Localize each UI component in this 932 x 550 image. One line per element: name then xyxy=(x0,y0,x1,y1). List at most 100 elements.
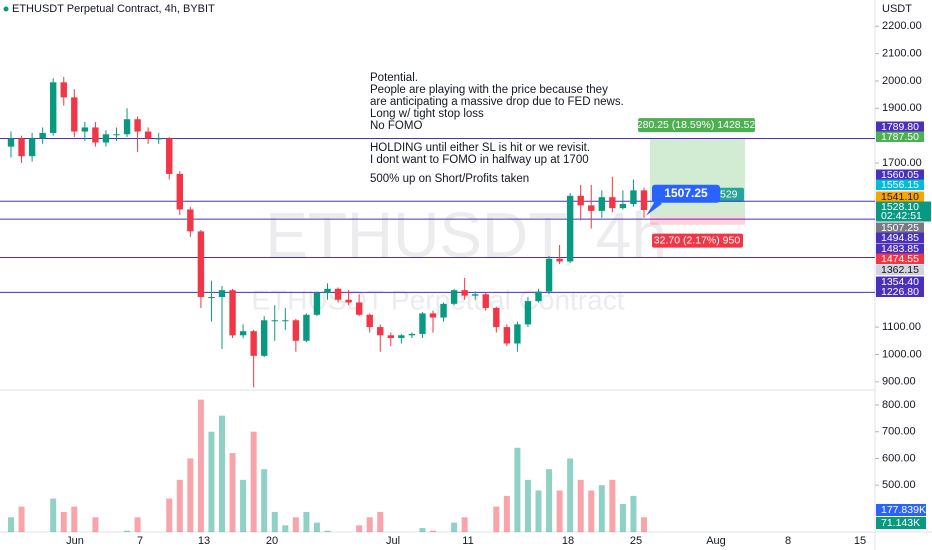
candle-body xyxy=(197,231,205,298)
price-tag-label: 1560.05 xyxy=(881,169,919,181)
volume-bar xyxy=(514,447,521,532)
candle-body xyxy=(355,302,363,315)
y-tick-label: 1900.00 xyxy=(882,102,922,114)
candle-body xyxy=(545,258,553,292)
y-tick-label: 2000.00 xyxy=(882,75,922,87)
candle-body xyxy=(176,173,183,210)
price-tag-label: 1541.10 xyxy=(881,191,919,203)
price-tag xyxy=(876,264,924,275)
candle-body xyxy=(208,297,215,299)
volume-bar xyxy=(208,431,215,532)
candle-body xyxy=(377,327,384,336)
volume-bar xyxy=(524,479,531,532)
volume-bar xyxy=(451,522,458,532)
x-tick-label: 13 xyxy=(198,535,210,547)
x-tick-label: 11 xyxy=(462,535,473,547)
volume-bar xyxy=(430,530,436,532)
volume-bar xyxy=(577,479,584,532)
price-tag xyxy=(876,179,924,190)
price-tag xyxy=(876,253,924,264)
status-dot xyxy=(3,6,9,12)
candle-body xyxy=(187,209,194,232)
candle-body xyxy=(239,331,247,336)
candle-body xyxy=(588,205,595,211)
price-tag-label: 1787.50 xyxy=(881,131,919,143)
candle-body xyxy=(113,134,120,136)
price-tag-sub: 02:42:51 xyxy=(881,210,922,222)
volume-bar xyxy=(546,469,553,532)
candle-body xyxy=(92,127,99,143)
stop-label: 32.70 (2.17%) 950 xyxy=(654,234,741,246)
y-tick-label: 2200.00 xyxy=(882,20,922,32)
price-tag xyxy=(876,276,924,287)
candle-body xyxy=(250,331,257,356)
volume-bar xyxy=(250,431,257,532)
candle-body xyxy=(556,258,563,262)
price-tag-label: 1362.15 xyxy=(881,264,919,276)
candle-body xyxy=(134,119,141,132)
price-tag-label: 1507.25 xyxy=(881,222,919,234)
x-tick-label: 25 xyxy=(630,535,642,547)
volume-tag-label: 177.839K xyxy=(881,504,926,516)
candle-body xyxy=(419,313,426,334)
target-label-bg xyxy=(638,118,755,133)
annotation-line: Long w/ tight stop loss xyxy=(370,108,484,120)
candle-body xyxy=(472,294,479,296)
y-tick-label: 2100.00 xyxy=(882,48,922,60)
candle-body xyxy=(71,97,78,132)
volume-bar xyxy=(187,458,194,532)
volume-bar xyxy=(60,511,67,532)
entry-arrow xyxy=(646,199,662,216)
candle-body xyxy=(324,288,331,293)
volume-bar xyxy=(282,525,289,532)
candle-body xyxy=(566,195,574,262)
x-tick-label: 18 xyxy=(562,535,574,547)
volume-tick-label: 700.00 xyxy=(882,426,916,438)
candle-body xyxy=(229,290,236,336)
watermark: ETHUSDT, 4h xyxy=(265,199,667,271)
volume-tag-label: 71.143K xyxy=(881,517,920,529)
candle-body xyxy=(345,299,352,303)
volume-bar xyxy=(588,490,595,532)
candle-body xyxy=(292,320,300,341)
x-tick-label: Jul xyxy=(386,535,400,547)
candle-body xyxy=(503,327,511,344)
y-tick-label: 1100.00 xyxy=(882,321,921,333)
candle-body xyxy=(408,333,416,336)
candle-body xyxy=(577,195,584,206)
entry-label: 1507.25 xyxy=(664,186,708,200)
volume-bar xyxy=(176,479,183,532)
candle-body xyxy=(271,320,278,322)
volume-bar xyxy=(219,415,225,532)
chart-title: ETHUSDT Perpetual Contract, 4h, BYBIT xyxy=(12,3,215,15)
volume-bar xyxy=(50,498,57,532)
candle-body xyxy=(450,290,458,304)
candle-body xyxy=(524,301,532,325)
volume-tag xyxy=(876,504,926,516)
candle-body xyxy=(482,294,489,308)
volume-bar xyxy=(240,479,247,532)
candle-body xyxy=(630,190,637,205)
price-tag-label: 1789.80 xyxy=(881,121,919,133)
candle-body xyxy=(218,290,226,298)
candle-body xyxy=(398,335,405,339)
volume-bar xyxy=(292,517,299,532)
candle-body xyxy=(155,138,162,140)
candle-body xyxy=(303,314,310,341)
volume-bar xyxy=(124,530,131,532)
volume-bar xyxy=(166,498,173,532)
x-tick-label: Jun xyxy=(66,535,84,547)
candle-body xyxy=(144,131,152,139)
annotation-line: Potential. xyxy=(370,72,418,84)
volume-bar xyxy=(18,506,25,532)
candle-body xyxy=(598,197,605,211)
volume-tick-label: 800.00 xyxy=(882,399,916,411)
stop-label-bg xyxy=(652,233,743,248)
candle-body xyxy=(609,197,616,209)
x-tick-label: 15 xyxy=(854,535,866,547)
volume-bar xyxy=(461,517,468,532)
volume-bar xyxy=(92,517,99,532)
volume-bar xyxy=(366,517,373,532)
